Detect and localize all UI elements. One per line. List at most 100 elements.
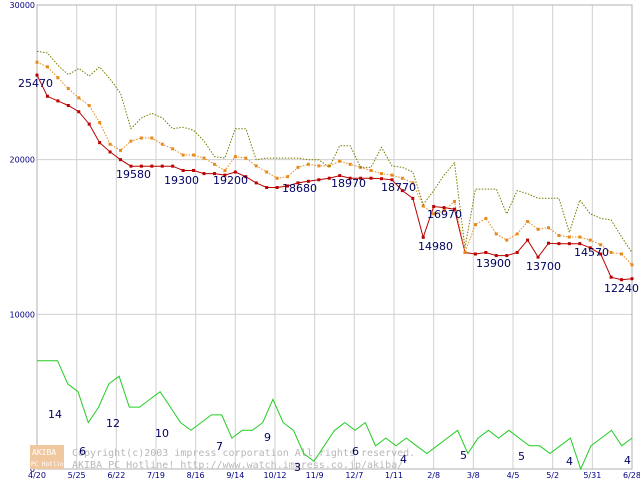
- data-point: [442, 209, 446, 213]
- data-point: [515, 232, 519, 236]
- data-point: [129, 164, 133, 168]
- data-point: [546, 241, 550, 245]
- data-point: [484, 216, 488, 220]
- data-point: [160, 164, 164, 168]
- data-point: [557, 233, 561, 237]
- count-label: 9: [264, 431, 271, 444]
- data-point: [150, 164, 154, 168]
- y-axis-ticks: 0 10000 20000 30000: [10, 1, 35, 474]
- data-point: [411, 181, 415, 185]
- data-point: [150, 136, 154, 140]
- data-point: [630, 277, 634, 281]
- x-tick-label: 5/2: [546, 471, 559, 480]
- data-point: [98, 121, 102, 125]
- data-point: [181, 168, 185, 172]
- gridlines: [36, 4, 633, 470]
- data-point: [536, 255, 540, 259]
- data-point: [296, 165, 300, 169]
- data-point: [432, 205, 436, 209]
- data-labels: 25470 19580 19300 19200 18680 18970 18770 14980…: [18, 77, 639, 474]
- data-point: [265, 170, 269, 174]
- data-point: [463, 250, 467, 254]
- x-tick-label: 12/7: [345, 471, 363, 480]
- data-point: [599, 243, 603, 247]
- data-point: [620, 278, 624, 282]
- count-label: 6: [352, 445, 359, 458]
- data-point: [421, 204, 425, 208]
- data-point: [588, 238, 592, 242]
- data-point: [473, 252, 477, 256]
- data-point: [98, 141, 102, 145]
- data-label: 14570: [574, 246, 609, 259]
- x-tick-label: 6/22: [107, 471, 125, 480]
- data-point: [202, 156, 206, 160]
- data-point: [192, 168, 196, 172]
- data-point: [338, 174, 342, 178]
- data-point: [265, 186, 269, 190]
- data-point: [348, 162, 352, 166]
- data-point: [296, 181, 300, 185]
- watermark-logo-top: AKIBA: [32, 448, 56, 457]
- data-point: [171, 164, 175, 168]
- data-point: [87, 122, 91, 126]
- data-label: 18680: [282, 182, 317, 195]
- data-point: [505, 238, 509, 242]
- data-label: 19200: [213, 174, 248, 187]
- count-label: 10: [155, 427, 169, 440]
- y-tick-label: 0: [30, 465, 35, 474]
- data-point: [327, 176, 331, 180]
- data-point: [400, 176, 404, 180]
- data-point: [578, 242, 582, 246]
- data-point: [494, 254, 498, 258]
- data-point: [254, 164, 258, 168]
- data-point: [286, 184, 290, 188]
- y-tick-label: 30000: [10, 1, 35, 10]
- count-label: 6: [79, 445, 86, 458]
- data-point: [66, 87, 70, 91]
- x-tick-label: 1/11: [385, 471, 403, 480]
- watermark-logo-box: [30, 445, 64, 469]
- data-label: 14980: [418, 240, 453, 253]
- count-label: 5: [460, 449, 467, 462]
- x-tick-label: 5/25: [68, 471, 86, 480]
- x-tick-label: 6/28: [623, 471, 640, 480]
- data-point: [181, 153, 185, 157]
- data-point: [77, 96, 81, 100]
- data-point: [567, 242, 571, 246]
- data-label: 16970: [427, 208, 462, 221]
- count-label: 3: [294, 461, 301, 474]
- data-label: 18770: [381, 181, 416, 194]
- series-layer: [35, 50, 634, 471]
- series-olive-line: [36, 50, 633, 253]
- data-point: [317, 178, 321, 182]
- data-point: [317, 164, 321, 168]
- y-tick-label: 10000: [10, 310, 35, 319]
- data-label: 19580: [116, 168, 151, 181]
- data-point: [223, 173, 227, 177]
- data-point: [244, 175, 248, 179]
- data-point: [286, 175, 290, 179]
- x-tick-label: 10/12: [263, 471, 286, 480]
- count-label: 5: [518, 450, 525, 463]
- data-point: [609, 275, 613, 279]
- data-label: 18970: [331, 177, 366, 190]
- watermark-copyright: Copyright(c)2003 impress corporation All…: [72, 448, 415, 459]
- data-point: [306, 179, 310, 183]
- data-point: [421, 235, 425, 239]
- data-point: [557, 242, 561, 246]
- count-label: 4: [400, 453, 407, 466]
- watermark: AKIBA PC Hotline Copyright(c)2003 impres…: [30, 445, 415, 471]
- data-point: [87, 104, 91, 108]
- data-point: [505, 254, 509, 258]
- data-point: [108, 142, 112, 146]
- data-point: [484, 250, 488, 254]
- count-label: 7: [216, 440, 223, 453]
- data-label: 25470: [18, 77, 53, 90]
- data-point: [379, 177, 383, 181]
- data-point: [233, 155, 237, 159]
- data-point: [212, 162, 216, 166]
- series-orange-line: [36, 61, 633, 266]
- data-point: [56, 76, 60, 80]
- plot-frame: [36, 4, 633, 470]
